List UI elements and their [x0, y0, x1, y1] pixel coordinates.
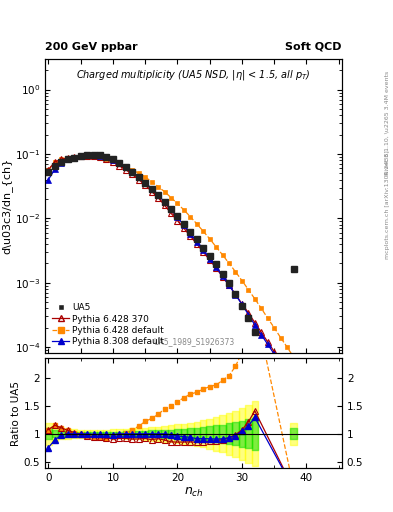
X-axis label: $n_{ch}$: $n_{ch}$: [184, 486, 204, 499]
Text: Soft QCD: Soft QCD: [285, 41, 342, 52]
Legend: UA5, Pythia 6.428 370, Pythia 6.428 default, Pythia 8.308 default: UA5, Pythia 6.428 370, Pythia 6.428 defa…: [50, 301, 167, 349]
Text: 200 GeV ppbar: 200 GeV ppbar: [45, 41, 138, 52]
Text: Rivet 3.1.10, \u2265 3.4M events: Rivet 3.1.10, \u2265 3.4M events: [385, 71, 389, 175]
Y-axis label: Ratio to UA5: Ratio to UA5: [11, 381, 21, 446]
Text: mcplots.cern.ch [arXiv:1306.3436]: mcplots.cern.ch [arXiv:1306.3436]: [385, 151, 389, 259]
Text: UA5_1989_S1926373: UA5_1989_S1926373: [153, 337, 234, 346]
Y-axis label: d\u03c3/dn_{ch}: d\u03c3/dn_{ch}: [1, 158, 12, 254]
Text: Charged multiplicity (UA5 NSD, |$\eta$| < 1.5, all p$_T$): Charged multiplicity (UA5 NSD, |$\eta$| …: [76, 68, 311, 82]
